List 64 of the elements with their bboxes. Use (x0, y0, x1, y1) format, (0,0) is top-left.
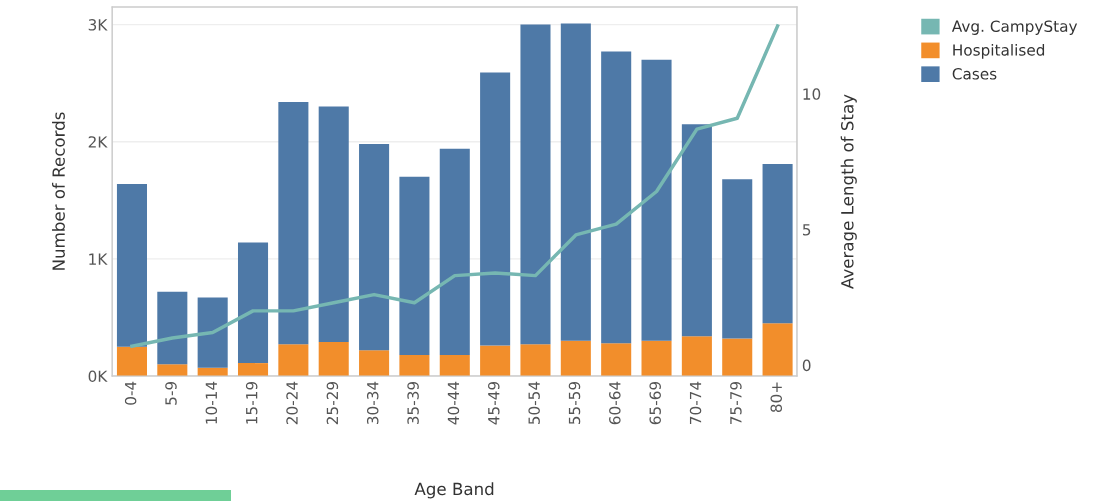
y-tick-label: 3K (88, 19, 108, 31)
bar (359, 144, 390, 351)
bar (359, 350, 390, 376)
bar (157, 291, 188, 365)
bar (278, 101, 309, 345)
x-axis-title: Age Band (414, 482, 494, 499)
bar (722, 179, 753, 339)
bar (318, 342, 349, 376)
line-series (130, 24, 780, 348)
bar (116, 183, 147, 347)
x-tick-label: 35-39 (407, 381, 419, 425)
bar (520, 24, 551, 345)
x-tick-label: 40-44 (447, 381, 460, 425)
bar (641, 340, 672, 376)
y-tick-label: 2K (88, 136, 108, 148)
legend-label: Cases (952, 68, 997, 80)
x-tick-label: 55-59 (568, 381, 581, 425)
bar (641, 59, 672, 341)
y2-tick-label: 0 (802, 359, 811, 372)
bar (762, 163, 793, 324)
x-tick-label: 30-34 (366, 381, 379, 425)
bar (278, 344, 309, 376)
x-tick-label: 70-74 (689, 381, 702, 424)
bar (197, 297, 228, 368)
bar (399, 176, 430, 355)
y-tick-label: 0K (88, 370, 108, 383)
x-tick-label: 65-69 (649, 381, 661, 425)
legend-label: Hospitalised (953, 43, 1045, 59)
x-tick-label: 20-24 (286, 381, 298, 425)
bar (560, 340, 591, 376)
bar (480, 345, 511, 376)
y2-tick-label: 5 (802, 224, 811, 236)
y2-tick-label: 10 (803, 88, 821, 100)
bar (560, 23, 591, 341)
legend-label: Avg. CampyStay (951, 20, 1078, 35)
bar (601, 51, 632, 344)
x-tick-label: 60-64 (609, 381, 621, 425)
bar (399, 354, 430, 376)
x-tick-label: 80+ (770, 382, 783, 413)
y2-axis-title: Average Length of Stay (840, 94, 857, 289)
bar (439, 148, 470, 355)
bar (116, 346, 147, 376)
x-tick-label: 45-49 (488, 381, 500, 425)
bar (681, 124, 712, 337)
bar (439, 354, 470, 376)
bar (318, 106, 349, 343)
bar (480, 72, 511, 346)
x-tick-label: 25-29 (326, 381, 339, 425)
y-tick-label: 1K (89, 253, 108, 265)
x-tick-label: 50-54 (528, 381, 540, 425)
bar (520, 344, 551, 376)
bar (762, 323, 793, 376)
x-tick-label: 15-19 (245, 381, 258, 424)
bar (237, 363, 269, 376)
bar (722, 338, 753, 376)
bar (601, 343, 632, 376)
x-tick-label: 0-4 (124, 381, 137, 405)
bar (157, 364, 188, 376)
x-tick-label: 75-79 (730, 381, 742, 424)
bar (681, 336, 712, 376)
bar (237, 242, 269, 364)
x-tick-label: 10-14 (205, 381, 218, 424)
x-tick-label: 5-9 (165, 381, 177, 405)
y-axis-title: Number of Records (52, 112, 65, 270)
